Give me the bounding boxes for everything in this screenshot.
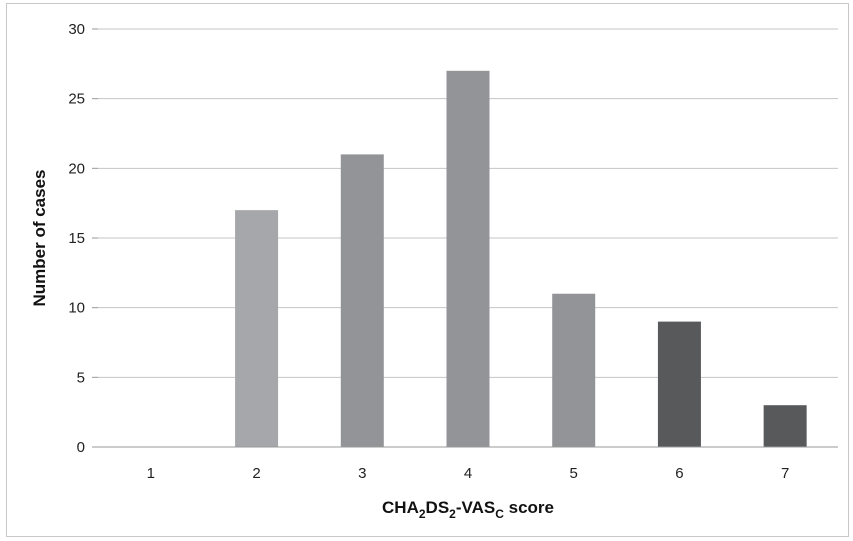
y-tick-label: 5 [77, 369, 85, 386]
x-tick-label: 6 [675, 465, 683, 482]
chart-frame [6, 3, 849, 537]
x-axis-title-part: CHA [382, 498, 419, 517]
y-tick-label: 20 [68, 160, 85, 177]
y-tick-label: 10 [68, 300, 85, 317]
y-tick-label: 0 [77, 439, 85, 456]
y-axis-title: Number of cases [30, 170, 49, 307]
bar-6 [657, 321, 701, 447]
x-tick-label: 3 [358, 465, 366, 482]
x-tick-label: 1 [147, 465, 155, 482]
y-tick-label: 25 [68, 91, 85, 108]
x-axis-title-subscript: 2 [419, 507, 426, 521]
x-tick-label: 4 [464, 465, 472, 482]
x-axis-title-part: score [504, 498, 554, 517]
x-tick-label: 7 [781, 465, 789, 482]
x-tick-label: 5 [570, 465, 578, 482]
bar-4 [446, 70, 490, 448]
x-axis-title: CHA2DS2-VASC score [382, 498, 554, 521]
bar-2 [235, 210, 279, 447]
x-axis-title-part: -VAS [456, 498, 495, 517]
y-tick-label: 15 [68, 230, 85, 247]
bars [235, 70, 807, 448]
x-axis-title-subscript: C [495, 507, 504, 521]
bar-5 [552, 293, 596, 447]
x-tick-label: 2 [252, 465, 260, 482]
y-axis-ticks: 0 5 10 15 20 25 30 [68, 21, 98, 456]
x-axis-ticks: 1 2 3 4 5 6 7 [147, 465, 790, 482]
x-axis-title-subscript: 2 [449, 507, 456, 521]
bar-7 [763, 405, 807, 447]
x-axis-title-part: DS [426, 498, 450, 517]
bar-3 [340, 154, 384, 447]
y-tick-label: 30 [68, 21, 85, 38]
